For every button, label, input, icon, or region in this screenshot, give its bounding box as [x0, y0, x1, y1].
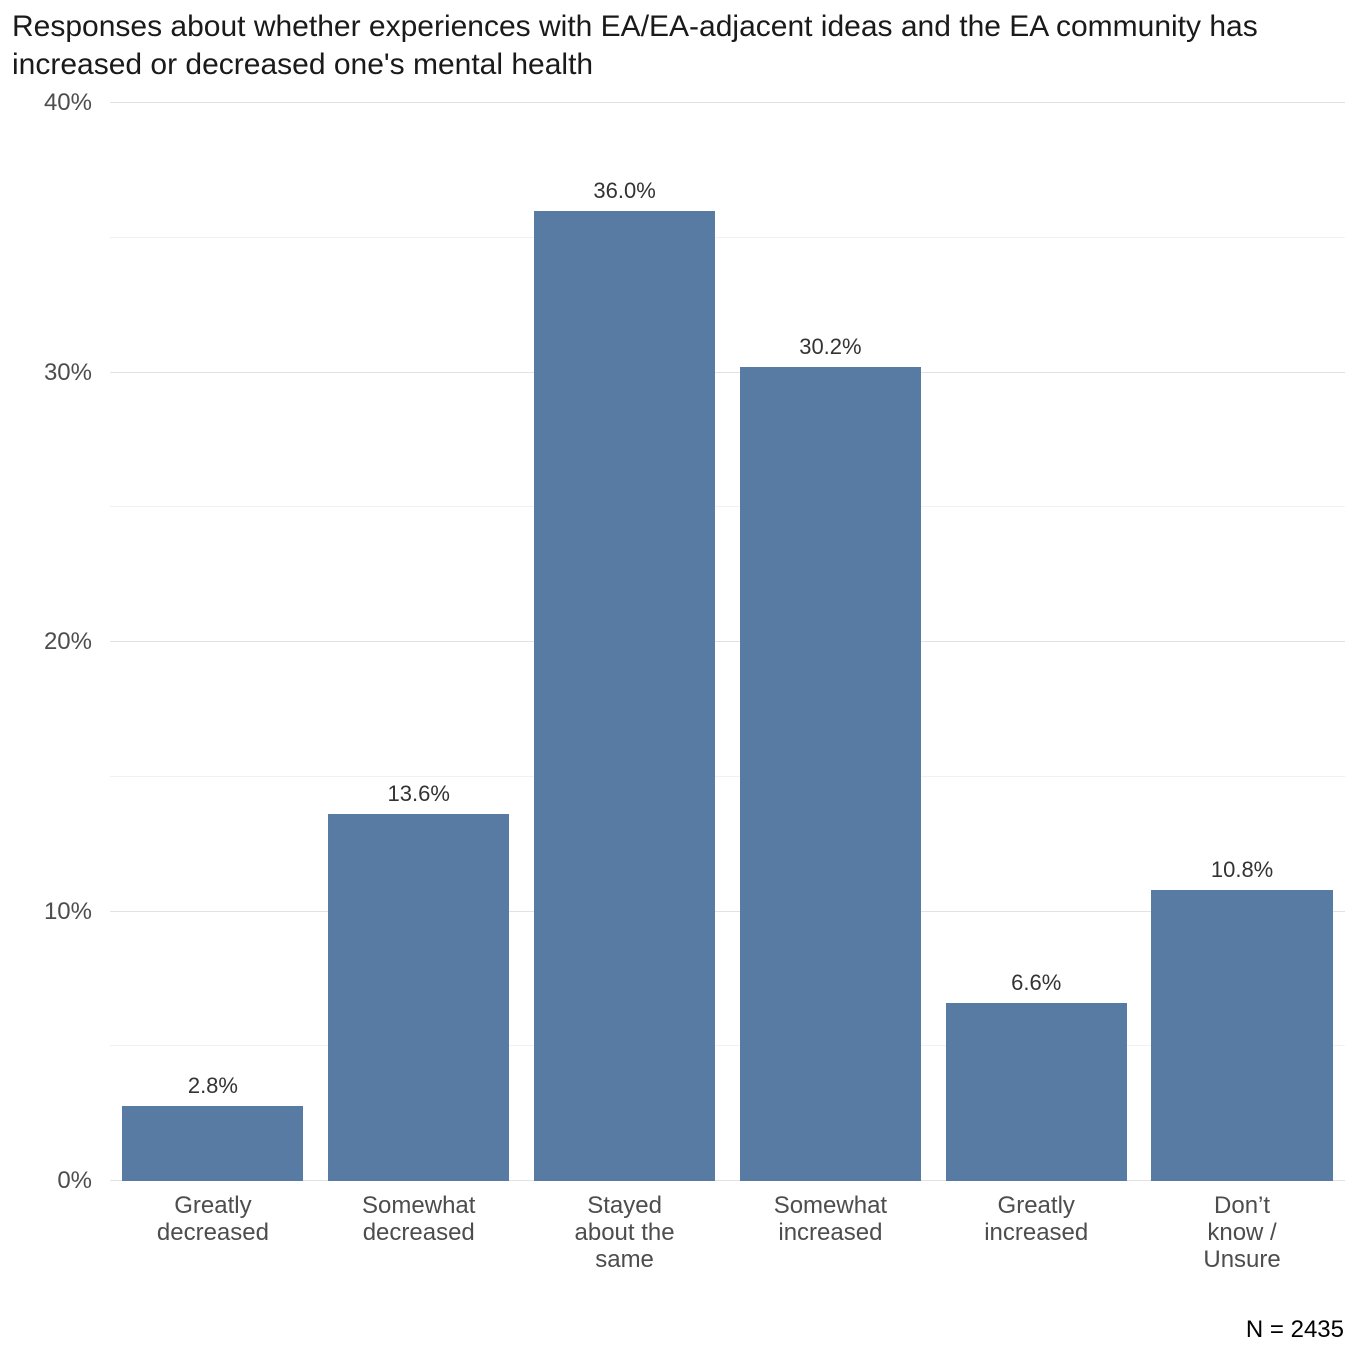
bar-value-label: 2.8%: [187, 1072, 238, 1098]
x-tick-label: Somewhat increased: [773, 1192, 888, 1246]
bar-value-label: 6.6%: [1011, 970, 1062, 996]
x-tick-label: Greatly decreased: [156, 1192, 269, 1246]
bar-group: 36.0%: [522, 103, 728, 1181]
bar: [945, 1003, 1127, 1181]
x-tick-label: Greatly increased: [984, 1192, 1089, 1246]
bar-group: 6.6%: [933, 103, 1139, 1181]
plot-area: 2.8% 13.6% 36.0% 30.2% 6.6% 10.8%: [110, 102, 1345, 1181]
y-axis: 0% 10% 20% 30% 40%: [0, 89, 98, 1194]
gridline-minor: [110, 236, 1345, 238]
gridline-major: [110, 102, 1345, 103]
bar-group: 30.2%: [727, 103, 933, 1181]
bar: [534, 210, 716, 1181]
bar-group: 10.8%: [1139, 103, 1345, 1181]
gridline-major: [110, 1180, 1345, 1181]
x-tick-label: Somewhat decreased: [362, 1192, 476, 1246]
bar-value-label: 13.6%: [387, 781, 450, 807]
gridline-minor: [110, 775, 1345, 777]
x-tick-label: Stayed about the same: [574, 1192, 675, 1273]
gridline-minor: [110, 1045, 1345, 1047]
y-tick-label: 30%: [43, 358, 92, 386]
gridline-major: [110, 910, 1345, 912]
y-tick-label: 10%: [43, 897, 92, 925]
sample-size-note: N = 2435: [1245, 1316, 1344, 1343]
x-tick-label: Don’t know / Unsure: [1203, 1192, 1281, 1273]
y-tick-label: 20%: [43, 628, 92, 655]
gridline-major: [110, 641, 1345, 642]
chart-title: Responses about whether experiences with…: [12, 10, 1258, 81]
bar: [1151, 889, 1333, 1181]
gridline-minor: [110, 506, 1345, 508]
bar-value-label: 30.2%: [799, 334, 862, 360]
bar: [739, 367, 921, 1181]
bar: [328, 814, 510, 1181]
y-tick-label: 0%: [57, 1167, 92, 1194]
gridline-major: [110, 371, 1345, 373]
bar-value-label: 36.0%: [593, 177, 656, 203]
bar-group: 13.6%: [316, 103, 522, 1181]
y-tick-label: 40%: [43, 89, 92, 116]
x-axis: Greatly decreased Somewhat decreased Staye…: [110, 1192, 1345, 1273]
bar-area: 2.8% 13.6% 36.0% 30.2% 6.6% 10.8%: [110, 103, 1345, 1181]
bar-value-label: 10.8%: [1210, 856, 1274, 882]
bar-group: 2.8%: [110, 103, 316, 1181]
bar: [122, 1105, 304, 1181]
